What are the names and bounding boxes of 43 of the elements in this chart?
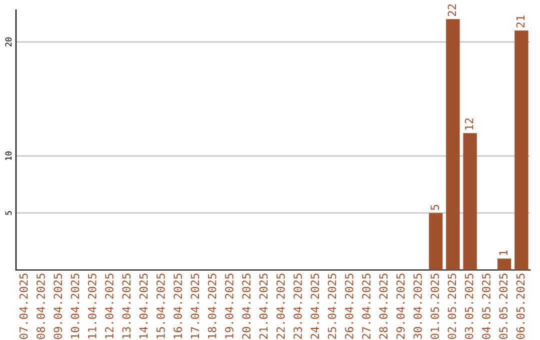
x-tick-label: 06.05.2025: [516, 274, 525, 339]
data-label: 1: [499, 250, 508, 255]
x-tick-label: 05.05.2025: [499, 274, 508, 339]
x-tick-label: 23.04.2025: [294, 274, 302, 339]
x-tick-label: 30.04.2025: [413, 274, 422, 339]
x-tick-label: 20.04.2025: [242, 274, 251, 339]
bar: [497, 258, 512, 270]
x-tick-label: 27.04.2025: [362, 274, 370, 339]
x-tick-label: 25.04.2025: [328, 274, 336, 339]
y-tick-label: 5: [5, 211, 12, 215]
x-tick-label: 02.05.2025: [448, 274, 456, 339]
x-tick-label: 01.05.2025: [430, 274, 440, 339]
bar: [514, 30, 528, 270]
x-tick-label: 14.04.2025: [139, 274, 148, 338]
x-tick-label: 28.04.2025: [379, 274, 388, 339]
x-tick-label: 24.04.2025: [310, 274, 320, 339]
x-tick-label: 18.04.2025: [208, 274, 216, 338]
x-tick-label: 11.04.2025: [88, 274, 96, 338]
x-tick-label: 22.04.2025: [276, 274, 285, 339]
x-tick-label: 19.04.2025: [225, 274, 234, 338]
x-tick-label: 07.04.2025: [19, 274, 28, 339]
x-tick-label: 12.04.2025: [105, 274, 114, 338]
x-tick-label: 10.04.2025: [70, 274, 80, 338]
y-tick-label: 20: [5, 37, 12, 46]
y-tick-label: 10: [5, 151, 12, 160]
bar: [428, 212, 443, 270]
x-tick-label: 15.04.2025: [156, 274, 165, 338]
x-tick-label: 04.05.2025: [482, 274, 490, 339]
x-tick-label: 08.04.2025: [36, 274, 45, 339]
data-label: 22: [448, 4, 456, 16]
x-tick-label: 17.04.2025: [190, 274, 200, 338]
bar: [446, 19, 460, 270]
bar: [463, 133, 477, 270]
x-tick-label: 09.04.2025: [54, 274, 62, 339]
x-tick-label: 26.04.2025: [344, 274, 354, 339]
data-label: 21: [516, 16, 525, 28]
x-tick-label: 16.04.2025: [174, 274, 182, 338]
x-tick-label: 03.05.2025: [464, 274, 474, 339]
x-tick-label: 21.04.2025: [259, 274, 268, 339]
data-label: 12: [464, 118, 474, 130]
x-tick-label: 29.04.2025: [396, 274, 405, 339]
data-label: 5: [430, 204, 440, 210]
x-tick-label: 13.04.2025: [122, 274, 131, 338]
